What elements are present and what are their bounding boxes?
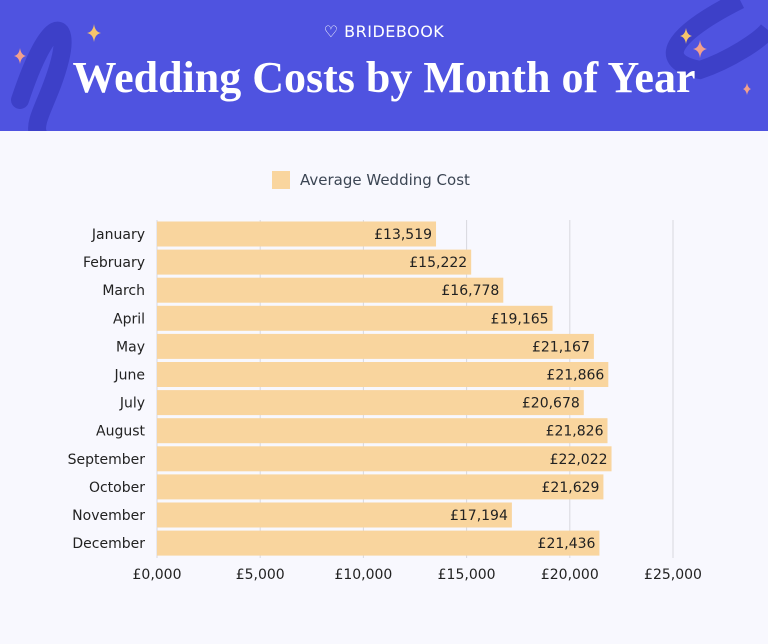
x-tick-label: £5,000 xyxy=(236,567,285,583)
bar xyxy=(157,249,472,275)
data-label: £21,436 xyxy=(538,536,596,552)
bar xyxy=(157,446,612,472)
sparkle-icon xyxy=(693,40,707,58)
bar xyxy=(157,362,609,387)
data-label: £22,022 xyxy=(550,452,608,468)
bar xyxy=(157,277,504,303)
x-tick-label: £10,000 xyxy=(334,567,392,583)
decoration xyxy=(11,0,768,131)
x-tick-label: £25,000 xyxy=(644,567,702,583)
y-tick-label: October xyxy=(89,480,145,496)
sparkle-icon xyxy=(14,48,26,64)
y-tick-label: September xyxy=(68,452,146,468)
bar xyxy=(157,221,437,247)
y-tick-label: April xyxy=(113,311,145,327)
data-label: £17,194 xyxy=(450,508,508,524)
heart-logo-icon: ♡ xyxy=(323,22,339,41)
sparkle-icon xyxy=(87,24,101,42)
logo-text: BRIDEBOOK xyxy=(344,22,445,41)
y-tick-label: March xyxy=(102,283,145,299)
header-banner: ♡ BRIDEBOOK Wedding Costs by Month of Ye… xyxy=(0,0,768,131)
sparkle-icon xyxy=(680,28,692,44)
data-label: £20,678 xyxy=(522,396,580,412)
data-label: £21,826 xyxy=(546,424,604,440)
legend-swatch xyxy=(272,171,290,189)
sparkle-icon xyxy=(743,83,751,95)
y-tick-label: January xyxy=(91,227,145,243)
y-tick-label: August xyxy=(96,424,146,440)
bar xyxy=(157,530,600,556)
data-label: £21,629 xyxy=(542,480,600,496)
y-tick-label: June xyxy=(114,368,146,384)
bar xyxy=(157,305,553,331)
x-tick-label: £0,000 xyxy=(133,567,182,583)
x-tick-label: £15,000 xyxy=(438,567,496,583)
data-label: £16,778 xyxy=(441,283,499,299)
bar xyxy=(157,333,594,359)
y-tick-label: February xyxy=(83,255,145,271)
bar xyxy=(157,418,608,444)
legend-label: Average Wedding Cost xyxy=(300,171,470,189)
data-label: £21,167 xyxy=(532,339,590,355)
x-tick-label: £20,000 xyxy=(541,567,599,583)
y-tick-label: December xyxy=(72,536,145,552)
y-tick-label: November xyxy=(72,508,145,524)
data-label: £19,165 xyxy=(491,311,549,327)
bar xyxy=(157,390,584,416)
bar xyxy=(157,474,604,500)
bar xyxy=(157,502,512,528)
y-tick-label: May xyxy=(116,339,145,355)
logo: ♡ BRIDEBOOK xyxy=(0,22,768,41)
legend: Average Wedding Cost xyxy=(272,171,470,189)
data-label: £21,866 xyxy=(546,368,604,384)
y-tick-label: July xyxy=(119,396,145,412)
chart-title: Wedding Costs by Month of Year xyxy=(72,53,696,102)
data-label: £15,222 xyxy=(409,255,467,271)
data-label: £13,519 xyxy=(374,227,432,243)
